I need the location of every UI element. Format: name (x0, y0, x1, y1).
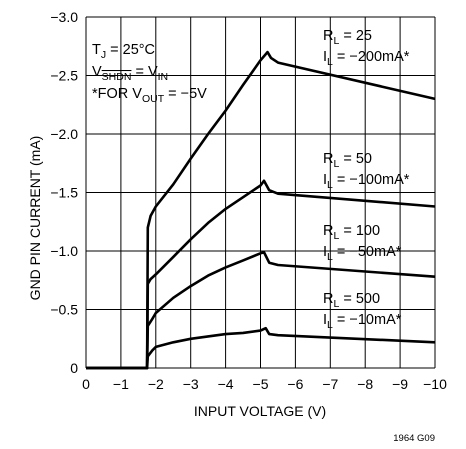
series-label-rl-50: RL = 50 (323, 151, 372, 170)
condition-shdn: VSHDN = VIN (92, 64, 168, 83)
series-curves (86, 50, 436, 370)
x-tick-label: −5 (253, 376, 269, 392)
series-label-rl-25: RL = 25 (323, 28, 372, 47)
series-line-1 (86, 179, 436, 370)
x-tick-label: −6 (287, 376, 303, 392)
series-label-il-10: IL = −10mA* (323, 312, 402, 331)
x-tick-label: −9 (392, 376, 408, 392)
y-tick-label: −0.5 (50, 302, 78, 318)
x-tick-label: −4 (218, 376, 234, 392)
y-tick-label: −2.5 (50, 68, 78, 84)
series-line-0 (86, 50, 436, 370)
y-axis-label: GND PIN CURRENT (mA) (27, 136, 43, 301)
x-tick-label: −8 (357, 376, 373, 392)
condition-tj: TJ = 25°C (92, 42, 155, 61)
y-tick-label: −3.0 (50, 9, 78, 25)
y-tick-label: −2.0 (50, 126, 78, 142)
figure-id: 1964 G09 (393, 433, 435, 444)
x-tick-label: −10 (423, 376, 447, 392)
y-tick-label: 0 (70, 360, 78, 376)
x-tick-label: −1 (113, 376, 129, 392)
series-line-3 (86, 326, 436, 370)
series-label-rl-100: RL = 100 (323, 223, 380, 242)
series-label-il-50: IL = −50mA* (323, 244, 402, 263)
y-tick-label: −1.5 (50, 185, 78, 201)
series-label-il-100: IL = −100mA* (323, 172, 410, 191)
tick-labels: 0 −1 −2 −3 −4 −5 −6 −7 −8 −9 −10 0 −0.5 −1.0 −1.5 −2.0 −… (50, 9, 447, 392)
x-tick-label: −2 (148, 376, 164, 392)
x-tick-label: −3 (183, 376, 199, 392)
x-axis-label: INPUT VOLTAGE (V) (194, 403, 326, 419)
y-tick-label: −1.0 (50, 243, 78, 259)
x-tick-label: 0 (82, 376, 90, 392)
series-label-il-200: IL = −200mA* (323, 49, 410, 68)
series-line-2 (86, 250, 436, 370)
condition-vout: *FOR VOUT = −5V (92, 86, 207, 105)
series-label-rl-500: RL = 500 (323, 291, 380, 310)
x-tick-label: −7 (322, 376, 338, 392)
